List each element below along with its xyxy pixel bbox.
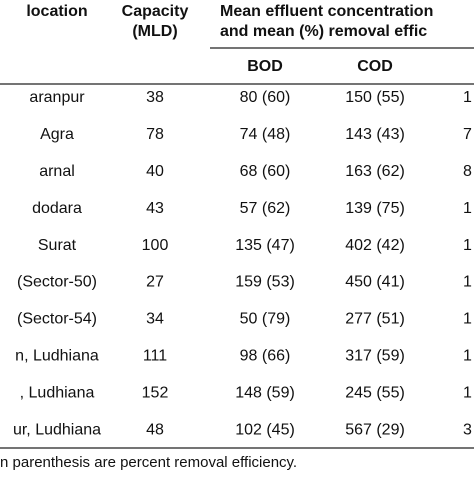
header-location: location [26, 3, 87, 20]
cell-location: arnal [39, 163, 75, 180]
cell-location: Surat [38, 237, 77, 254]
cell-extra: 1 [463, 89, 472, 106]
cell-extra: 8 [463, 163, 472, 180]
cell-extra: 3 [463, 421, 472, 438]
cell-location: n, Ludhiana [15, 348, 99, 365]
cell-location: (Sector-50) [17, 274, 97, 291]
cell-capacity: 78 [146, 126, 164, 143]
cell-capacity: 152 [142, 384, 169, 401]
cell-bod: 50 (79) [240, 311, 291, 328]
cell-capacity: 43 [146, 200, 164, 217]
cell-location: , Ludhiana [20, 384, 95, 401]
cell-bod: 135 (47) [235, 237, 295, 254]
cell-capacity: 48 [146, 421, 164, 438]
cell-extra: 1 [463, 237, 472, 254]
cell-extra: 1 [463, 311, 472, 328]
cell-bod: 159 (53) [235, 274, 295, 291]
cell-cod: 450 (41) [345, 274, 405, 291]
cell-cod: 402 (42) [345, 237, 405, 254]
cell-extra: 1 [463, 200, 472, 217]
cell-extra: 1 [463, 348, 472, 365]
header-mean: Mean effluent concentration [220, 3, 433, 20]
cell-cod: 143 (43) [345, 126, 405, 143]
cell-bod: 98 (66) [240, 348, 291, 365]
header-capacity: Capacity [122, 3, 189, 20]
cell-bod: 102 (45) [235, 421, 295, 438]
cell-extra: 7 [463, 126, 472, 143]
footnote: n parenthesis are percent removal effici… [0, 454, 297, 471]
cell-capacity: 100 [142, 237, 169, 254]
cell-cod: 317 (59) [345, 348, 405, 365]
cell-cod: 163 (62) [345, 163, 405, 180]
cell-capacity: 111 [143, 348, 167, 365]
cell-cod: 277 (51) [345, 311, 405, 328]
cell-capacity: 27 [146, 274, 164, 291]
cell-capacity: 40 [146, 163, 164, 180]
cell-cod: 567 (29) [345, 421, 405, 438]
cell-location: dodara [32, 200, 82, 217]
cell-bod: 68 (60) [240, 163, 291, 180]
cell-capacity: 38 [146, 89, 164, 106]
cell-location: (Sector-54) [17, 311, 97, 328]
cell-location: aranpur [29, 89, 85, 106]
cell-bod: 148 (59) [235, 384, 295, 401]
cell-cod: 245 (55) [345, 384, 405, 401]
header-bod: BOD [247, 58, 283, 75]
header-mean: and mean (%) removal effic [220, 23, 427, 40]
cell-extra: 1 [463, 384, 472, 401]
cell-extra: 1 [463, 274, 472, 291]
cell-bod: 80 (60) [240, 89, 291, 106]
cell-cod: 150 (55) [345, 89, 405, 106]
cell-location: Agra [40, 126, 74, 143]
cell-bod: 57 (62) [240, 200, 291, 217]
cell-bod: 74 (48) [240, 126, 291, 143]
cell-location: ur, Ludhiana [13, 421, 101, 438]
cell-capacity: 34 [146, 311, 164, 328]
header-cod: COD [357, 58, 393, 75]
cell-cod: 139 (75) [345, 200, 405, 217]
header-capacity-unit: (MLD) [132, 23, 177, 40]
